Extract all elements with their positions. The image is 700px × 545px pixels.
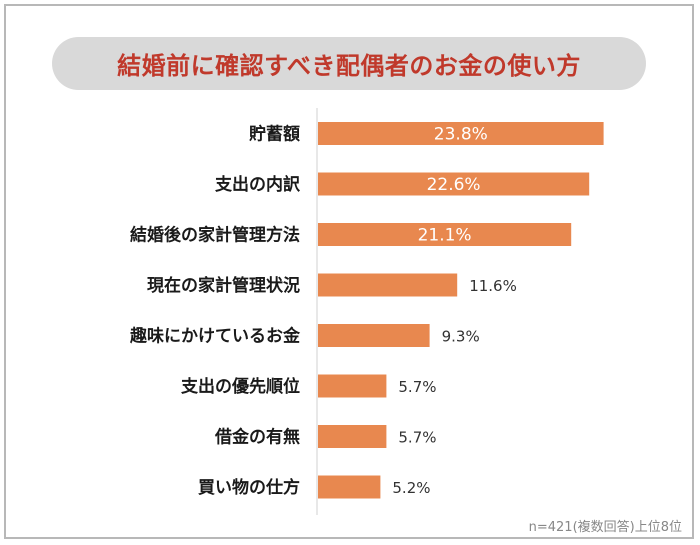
category-label: 支出の内訳 [215,174,301,195]
bar [318,122,604,145]
value-label: 21.1% [418,226,472,246]
value-label: 5.7% [398,429,436,447]
value-label: 22.6% [427,175,481,195]
bar [318,475,381,499]
chart-frame [4,4,694,539]
bar [318,273,458,297]
category-label: 買い物の仕方 [198,477,300,498]
bar [318,172,590,196]
bar [318,374,387,398]
category-label: 趣味にかけているお金 [129,326,301,347]
bar [318,425,387,448]
category-label: 支出の優先順位 [181,376,300,397]
value-label: 23.8% [434,125,488,145]
category-label: 現在の家計管理状況 [147,275,300,296]
chart-title: 結婚前に確認すべき配偶者のお金の使い方 [117,52,581,80]
category-label: 借金の有無 [214,427,300,448]
category-label: 結婚後の家計管理方法 [130,225,300,246]
value-label: 11.6% [469,277,517,295]
bar [318,223,572,246]
value-label: 5.7% [398,378,436,396]
sample-note: n=421(複数回答)上位8位 [528,520,682,535]
bar [318,324,430,347]
chart-title-banner: 結婚前に確認すべき配偶者のお金の使い方 [52,37,646,90]
value-label: 5.2% [392,479,430,497]
category-label: 貯蓄額 [249,124,300,145]
value-label: 9.3% [442,328,480,346]
